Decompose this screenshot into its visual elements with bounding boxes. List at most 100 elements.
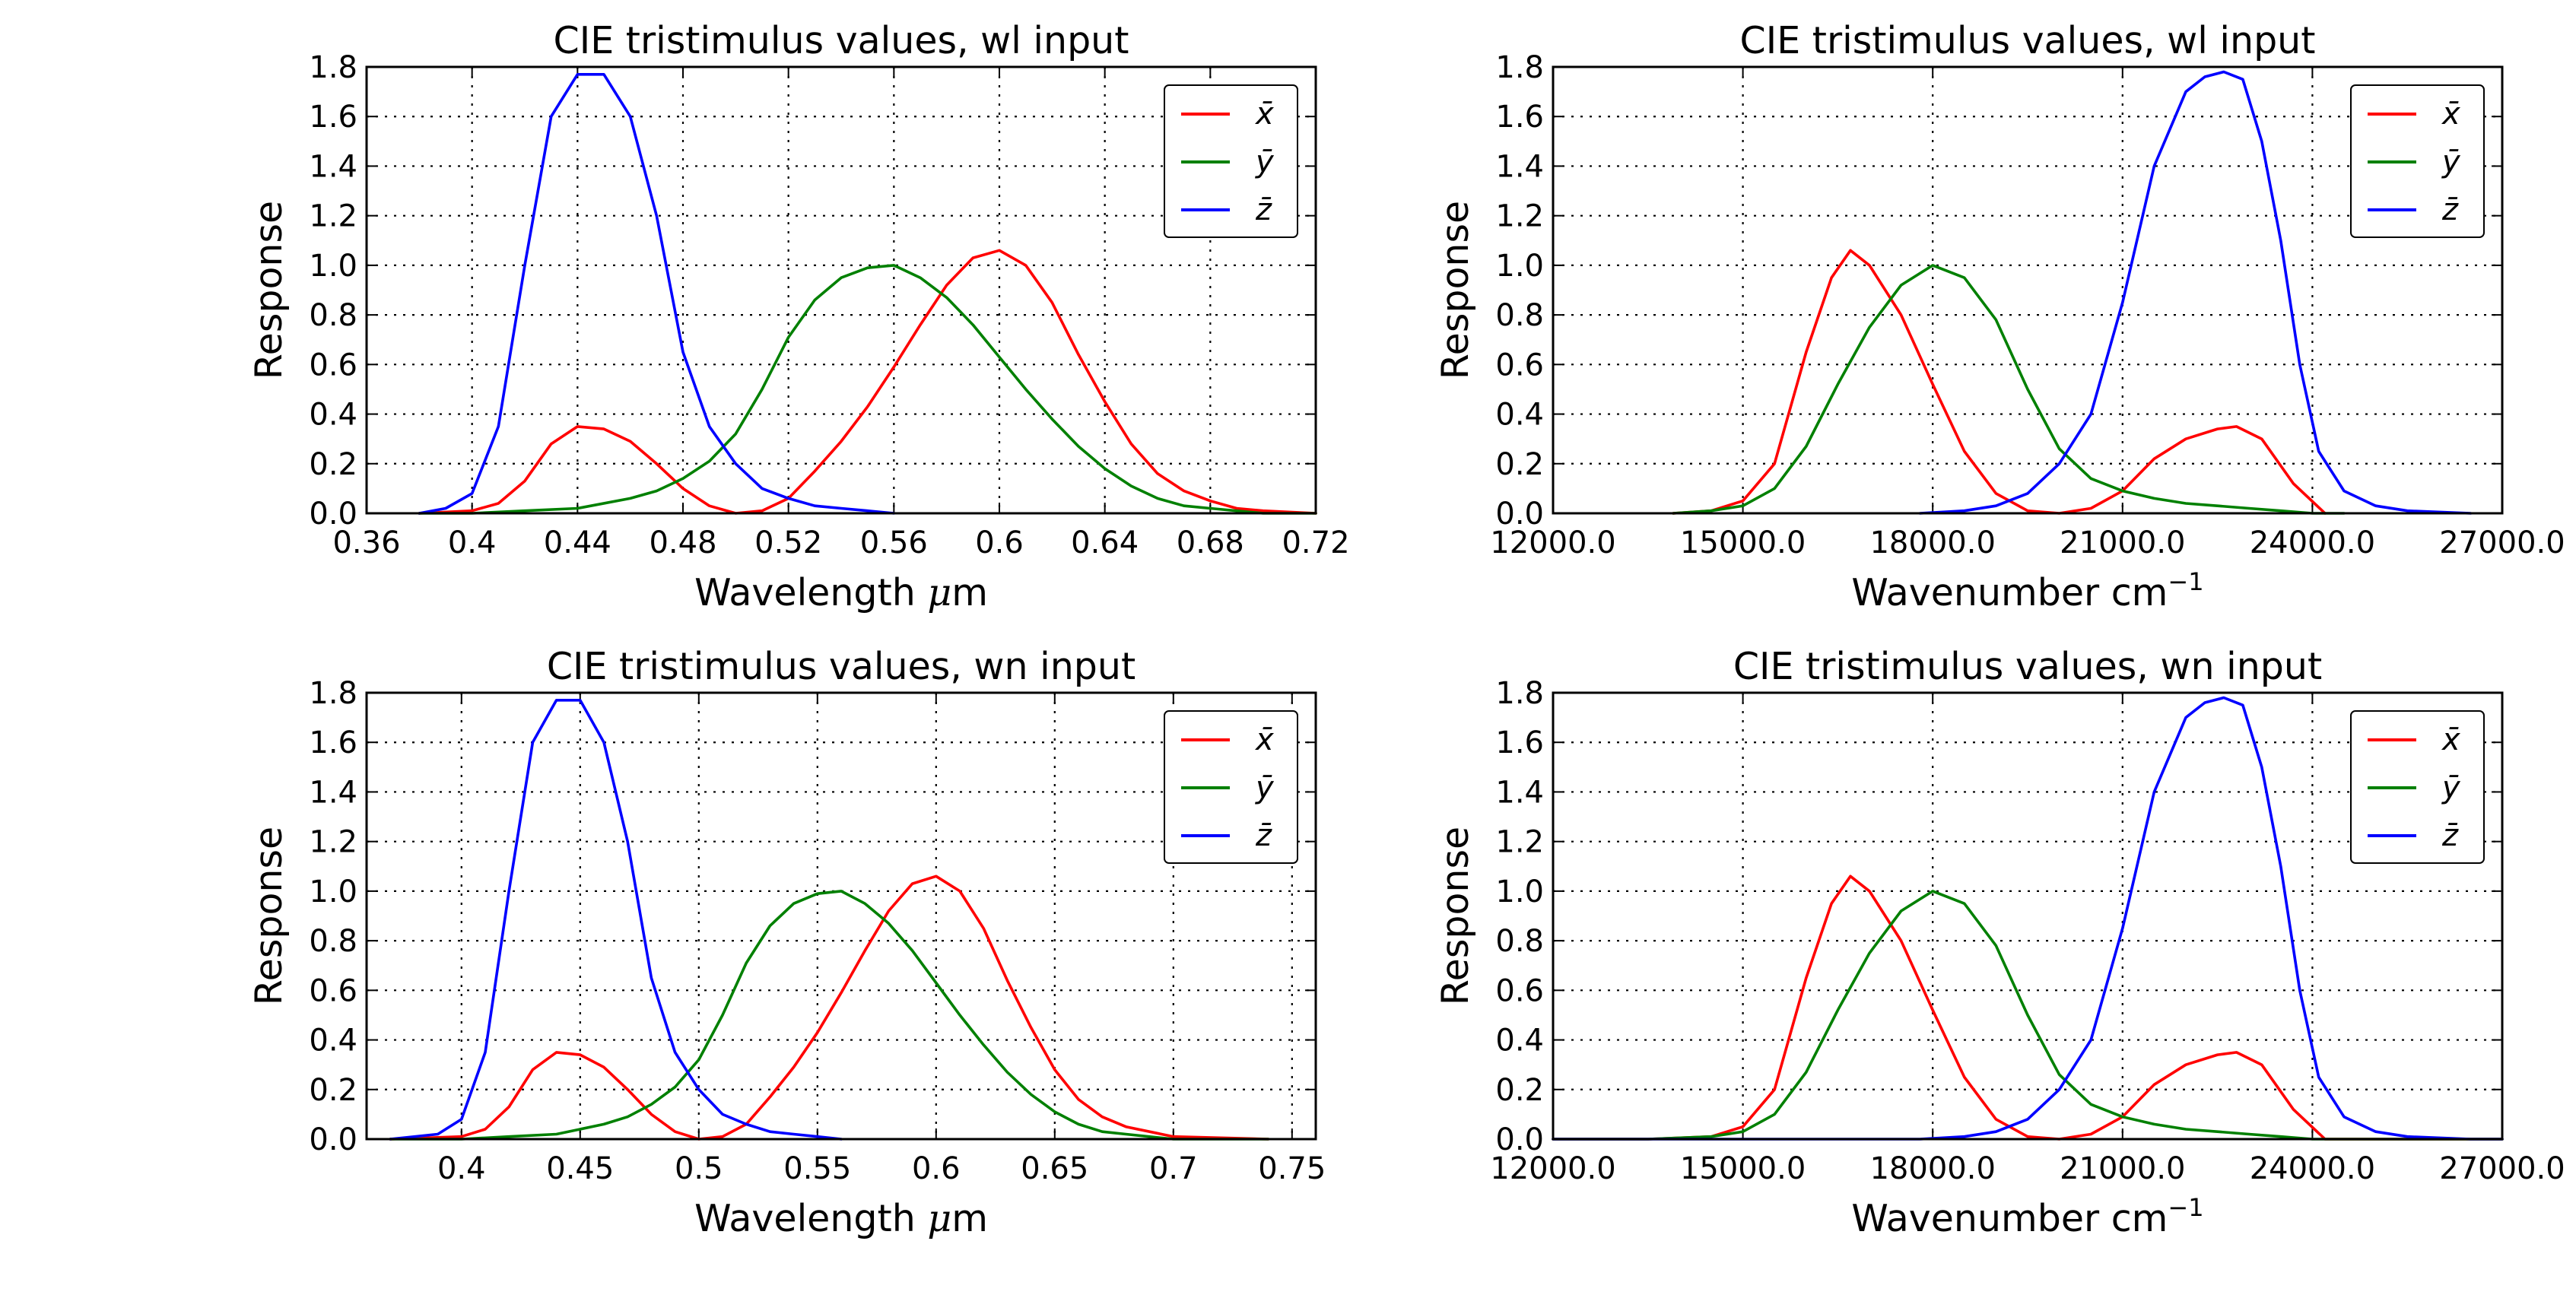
x-axis-label-tail: m — [951, 1197, 988, 1240]
y-tick-label: 1.4 — [1495, 775, 1544, 810]
legend: x̄ ȳ z̄ — [1164, 710, 1298, 864]
x-tick-label: 21000.0 — [2060, 1151, 2185, 1186]
chart-title: CIE tristimulus values, wl input — [554, 19, 1129, 62]
y-tick-label: 0.4 — [309, 1024, 357, 1059]
x-tick-label: 0.68 — [1177, 525, 1244, 560]
x-tick-label: 0.45 — [546, 1151, 614, 1186]
legend-box — [1164, 710, 1298, 864]
y-axis-label: Response — [1434, 201, 1477, 379]
series-group — [389, 699, 1270, 1141]
legend-label-zbar: z̄ — [1255, 818, 1272, 853]
y-axis-ticks: 0.0 0.2 0.4 0.6 0.8 1.0 1.2 1.4 1.6 1.8 — [309, 50, 1316, 532]
x-axis-label-unit: μ — [927, 571, 951, 614]
axes-frame — [365, 65, 1317, 515]
y-tick-label: 0.8 — [309, 298, 357, 333]
x-axis-label: Wavenumber cm−1 — [1851, 1193, 2203, 1240]
y-tick-label: 0.0 — [1495, 1122, 1544, 1157]
legend-box — [2350, 84, 2485, 238]
x-axis-label-main: Wavenumber cm — [1851, 1197, 2168, 1240]
x-tick-label: 0.36 — [332, 525, 400, 560]
series-line-zbar — [1552, 696, 2504, 1141]
y-tick-label: 1.0 — [1495, 874, 1544, 909]
x-tick-label: 0.64 — [1071, 525, 1139, 560]
chart-title: CIE tristimulus values, wn input — [547, 645, 1136, 688]
y-tick-label: 1.0 — [309, 874, 357, 909]
series-line-ybar — [1552, 890, 2504, 1141]
x-tick-label: 15000.0 — [1680, 525, 1806, 560]
series-line-ybar — [389, 890, 1270, 1141]
x-axis-label-main: Wavelength — [694, 1197, 927, 1240]
x-tick-label: 24000.0 — [2250, 1151, 2375, 1186]
y-tick-label: 1.0 — [1495, 249, 1544, 284]
y-axis-ticks: 0.0 0.2 0.4 0.6 0.8 1.0 1.2 1.4 1.6 1.8 — [309, 676, 1316, 1157]
y-tick-label: 0.6 — [309, 973, 357, 1008]
y-tick-label: 0.4 — [1495, 398, 1544, 433]
grid — [1553, 693, 2502, 1139]
x-tick-label: 0.48 — [649, 525, 716, 560]
y-tick-label: 0.4 — [1495, 1024, 1544, 1059]
x-tick-label: 0.5 — [675, 1151, 723, 1186]
chart-panel-3: 0.0 0.2 0.4 0.6 0.8 1.0 1.2 1.4 1.6 1.8 0.4 0.45 0.5… — [247, 645, 1326, 1240]
y-tick-label: 1.0 — [309, 249, 357, 284]
series-line-zbar — [418, 73, 896, 515]
x-tick-label: 0.52 — [754, 525, 822, 560]
legend: x̄ ȳ z̄ — [1164, 84, 1298, 238]
x-axis-ticks: 0.4 0.45 0.5 0.55 0.6 0.65 0.7 0.75 — [437, 693, 1326, 1186]
y-tick-label: 1.6 — [1495, 725, 1544, 760]
y-tick-label: 0.2 — [309, 1073, 357, 1108]
y-tick-label: 0.4 — [309, 398, 357, 433]
y-tick-label: 0.8 — [1495, 298, 1544, 333]
y-tick-label: 0.2 — [1495, 1073, 1544, 1108]
x-tick-label: 0.72 — [1282, 525, 1349, 560]
x-tick-label: 0.56 — [860, 525, 928, 560]
legend-label-ybar: ȳ — [2441, 770, 2461, 805]
series-group — [1672, 70, 2473, 515]
y-tick-label: 1.2 — [1495, 825, 1544, 860]
y-tick-label: 1.6 — [309, 725, 357, 760]
chart-panel-4: 0.0 0.2 0.4 0.6 0.8 1.0 1.2 1.4 1.6 1.8 12000.0 150… — [1434, 645, 2565, 1240]
x-tick-label: 0.6 — [912, 1151, 961, 1186]
series-line-zbar — [389, 699, 843, 1141]
y-tick-label: 0.6 — [1495, 348, 1544, 382]
series-line-xbar — [1552, 874, 2504, 1141]
x-axis-ticks: 0.36 0.4 0.44 0.48 0.52 0.56 0.6 0.64 0.68 0.72 — [332, 67, 1350, 560]
y-axis-label: Response — [1434, 827, 1477, 1005]
y-tick-label: 1.4 — [309, 149, 357, 184]
x-axis-ticks: 12000.0 15000.0 18000.0 21000.0 24000.0 27000… — [1490, 67, 2565, 560]
x-axis-label: Wavelength μm — [694, 571, 988, 614]
x-tick-label: 27000.0 — [2439, 1151, 2565, 1186]
chart-panel-1: 0.0 0.2 0.4 0.6 0.8 1.0 1.2 1.4 1.6 1.8 0.36 0.4 0.4… — [247, 19, 1350, 614]
legend-label-ybar: ȳ — [1255, 144, 1275, 179]
y-axis-ticks: 0.0 0.2 0.4 0.6 0.8 1.0 1.2 1.4 1.6 1.8 — [1495, 50, 2502, 532]
y-tick-label: 1.8 — [309, 676, 357, 711]
x-tick-label: 18000.0 — [1869, 525, 1995, 560]
y-tick-label: 1.8 — [309, 50, 357, 85]
axes-frame — [1552, 65, 2504, 515]
legend-label-xbar: x̄ — [1254, 722, 1274, 757]
x-tick-label: 24000.0 — [2250, 525, 2375, 560]
y-tick-label: 0.2 — [309, 447, 357, 482]
x-tick-label: 15000.0 — [1680, 1151, 1806, 1186]
x-tick-label: 27000.0 — [2439, 525, 2565, 560]
chart-panel-2: 0.0 0.2 0.4 0.6 0.8 1.0 1.2 1.4 1.6 1.8 12000.0 150… — [1434, 19, 2565, 614]
x-axis-label: Wavelength μm — [694, 1197, 988, 1240]
x-tick-label: 12000.0 — [1490, 525, 1615, 560]
axes-frame — [365, 691, 1317, 1141]
series-line-xbar — [1672, 249, 2327, 515]
y-tick-label: 1.2 — [309, 199, 357, 234]
y-axis-label: Response — [247, 827, 291, 1005]
y-tick-label: 0.6 — [309, 348, 357, 382]
y-tick-label: 0.0 — [309, 497, 357, 532]
chart-title: CIE tristimulus values, wn input — [1733, 645, 2322, 688]
legend-box — [1164, 84, 1298, 238]
x-tick-label: 12000.0 — [1490, 1151, 1615, 1186]
x-tick-label: 0.65 — [1021, 1151, 1088, 1186]
y-tick-label: 1.6 — [1495, 100, 1544, 135]
x-tick-label: 0.55 — [783, 1151, 851, 1186]
series-line-zbar — [1918, 70, 2473, 515]
series-line-xbar — [418, 249, 1317, 515]
legend-label-ybar: ȳ — [2441, 144, 2461, 179]
x-axis-label-main: Wavelength — [694, 571, 927, 614]
y-tick-label: 1.8 — [1495, 676, 1544, 711]
